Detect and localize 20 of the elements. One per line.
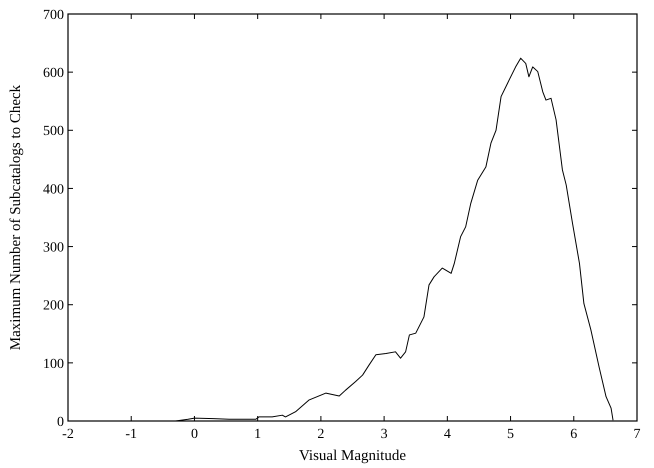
x-tick-label: 2 [317,427,324,442]
x-tick-label: -2 [62,427,74,442]
x-tick-label: 0 [190,427,198,442]
x-tick-label: 6 [570,427,578,442]
y-tick-label: 300 [43,240,64,256]
y-tick-label: 400 [43,182,64,198]
y-axis-title: Maximum Number of Subcatalogs to Check [8,84,24,350]
x-axis-title: Visual Magnitude [299,448,406,464]
x-tick-label: 3 [380,427,388,442]
y-tick-label: 600 [43,66,64,82]
y-tick-label: 700 [43,8,64,23]
x-tick-label: 7 [634,427,640,442]
y-tick-label: 500 [43,124,64,140]
x-tick-label: 5 [507,427,514,442]
x-tick-label: -1 [125,427,138,442]
y-tick-label: 0 [57,414,64,430]
y-tick-label: 100 [43,356,64,372]
x-tick-label: 4 [444,427,451,442]
y-tick-label: 200 [43,298,64,314]
x-tick-label: 1 [254,427,262,442]
